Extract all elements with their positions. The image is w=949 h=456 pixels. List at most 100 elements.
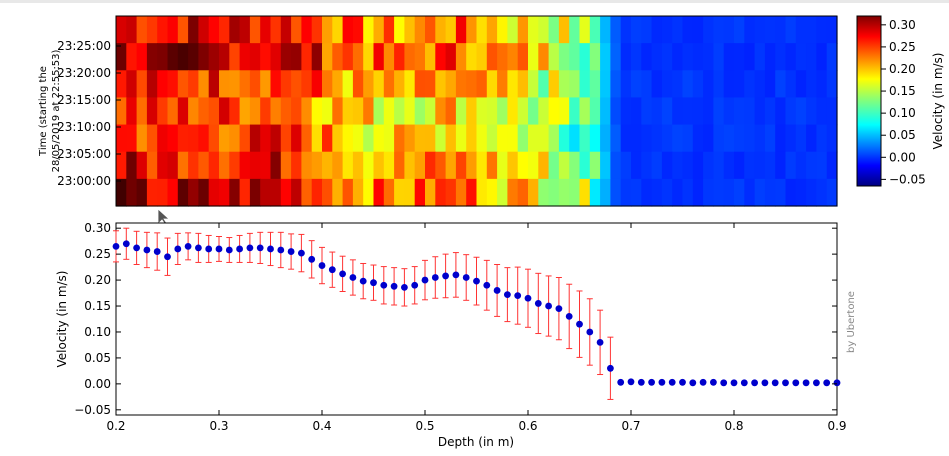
heatmap-cell bbox=[177, 151, 189, 180]
colorbar-label: Velocity (in m/s) bbox=[931, 53, 945, 150]
heatmap-cell bbox=[239, 43, 251, 71]
heatmap-cell bbox=[476, 70, 488, 99]
heatmap-cell bbox=[641, 178, 653, 207]
data-point bbox=[246, 244, 254, 252]
heatmap-cell bbox=[651, 124, 663, 153]
heatmap-cell bbox=[661, 97, 673, 126]
heatmap-cell bbox=[363, 124, 375, 153]
heatmap-cell bbox=[538, 178, 550, 207]
heatmap-cell bbox=[311, 124, 323, 153]
heatmap-cell bbox=[569, 16, 581, 44]
heatmap-cell bbox=[806, 178, 817, 207]
heatmap-cell bbox=[157, 70, 169, 99]
data-point bbox=[813, 379, 820, 387]
heatmap-cell bbox=[641, 124, 653, 153]
heatmap-cell bbox=[569, 178, 581, 207]
heatmap-cell bbox=[301, 124, 313, 153]
heatmap-cell bbox=[291, 97, 302, 126]
scatter-y-ticks: 0.30 0.25 0.20 0.15 0.10 0.05 0.00 −0.05 bbox=[74, 221, 837, 417]
heatmap-cell bbox=[167, 43, 179, 71]
heatmap-cell bbox=[476, 178, 488, 207]
heatmap-cell bbox=[198, 70, 210, 99]
heatmap-cell bbox=[744, 178, 756, 207]
heatmap-cell bbox=[528, 151, 539, 180]
data-point bbox=[205, 245, 213, 253]
heatmap-cell bbox=[208, 178, 220, 207]
heatmap-y-tick-label: 23:05:00 bbox=[57, 147, 111, 161]
heatmap-cell bbox=[311, 16, 323, 44]
heatmap-cell bbox=[455, 16, 467, 44]
data-point bbox=[452, 271, 460, 279]
heatmap-cell bbox=[188, 178, 199, 207]
heatmap-cell bbox=[136, 124, 148, 153]
heatmap-cell bbox=[548, 70, 560, 99]
heatmap-cell bbox=[249, 124, 261, 153]
heatmap-cell bbox=[291, 124, 302, 153]
heatmap-cell bbox=[126, 151, 138, 180]
heatmap-cell bbox=[219, 178, 230, 207]
heatmap-cell bbox=[167, 178, 179, 207]
heatmap-cell bbox=[270, 43, 282, 71]
heatmap-cell bbox=[146, 70, 158, 99]
heatmap-cell bbox=[764, 124, 776, 153]
heatmap-cell bbox=[661, 178, 673, 207]
data-point bbox=[699, 378, 707, 386]
heatmap-cell bbox=[631, 16, 642, 44]
heatmap-cell bbox=[775, 43, 787, 71]
heatmap-cell bbox=[260, 16, 272, 44]
heatmap-cell bbox=[538, 151, 550, 180]
heatmap-cell bbox=[404, 43, 416, 71]
data-point bbox=[493, 287, 501, 294]
heatmap-cell bbox=[373, 178, 385, 207]
heatmap-cell bbox=[177, 124, 189, 153]
heatmap-cell bbox=[713, 43, 725, 71]
heatmap-cell bbox=[528, 124, 539, 153]
heatmap-cell bbox=[332, 124, 344, 153]
heatmap-cell bbox=[723, 124, 735, 153]
heatmap-cell bbox=[280, 43, 292, 71]
heatmap-cell bbox=[610, 43, 622, 71]
colorbar-tick-label: 0.25 bbox=[889, 40, 916, 54]
heatmap-cell bbox=[301, 97, 313, 126]
heatmap-cell bbox=[754, 16, 766, 44]
heatmap-cell bbox=[352, 16, 364, 44]
heatmap-cell bbox=[126, 97, 138, 126]
heatmap-cell bbox=[352, 124, 364, 153]
heatmap-cell bbox=[785, 16, 797, 44]
colorbar-tick-label: 0.30 bbox=[889, 18, 916, 32]
heatmap-cell bbox=[661, 151, 673, 180]
heatmap-cell bbox=[208, 151, 220, 180]
scatter-y-tick-label: 0.10 bbox=[84, 325, 111, 339]
scatter-y-tick-label: −0.05 bbox=[74, 403, 111, 417]
heatmap-cell bbox=[558, 70, 570, 99]
heatmap-cell bbox=[631, 151, 642, 180]
heatmap-cell bbox=[734, 16, 745, 44]
heatmap-cell bbox=[177, 43, 189, 71]
heatmap-cell bbox=[692, 151, 704, 180]
heatmap-cell bbox=[620, 70, 632, 99]
data-point bbox=[607, 364, 614, 372]
heatmap-cell bbox=[260, 178, 272, 207]
heatmap-cell bbox=[198, 16, 210, 44]
heatmap-cell bbox=[672, 43, 684, 71]
heatmap-cell bbox=[569, 151, 581, 180]
data-point bbox=[720, 379, 728, 387]
heatmap-cell bbox=[291, 70, 302, 99]
data-point bbox=[648, 378, 655, 386]
heatmap-cell bbox=[497, 43, 508, 71]
heatmap-cell bbox=[682, 70, 694, 99]
data-point bbox=[617, 378, 625, 386]
heatmap-cell bbox=[414, 124, 426, 153]
heatmap-cell bbox=[754, 70, 766, 99]
heatmap-cell bbox=[600, 124, 611, 153]
heatmap-cell bbox=[569, 97, 581, 126]
data-point bbox=[421, 276, 429, 284]
data-point bbox=[586, 328, 594, 336]
heatmap-cell bbox=[558, 178, 570, 207]
heatmap-cell bbox=[713, 16, 725, 44]
heatmap-cell bbox=[291, 151, 302, 180]
heatmap-cell bbox=[332, 97, 344, 126]
heatmap-cell bbox=[600, 97, 611, 126]
heatmap-cell bbox=[816, 178, 828, 207]
heatmap-cell bbox=[507, 97, 519, 126]
